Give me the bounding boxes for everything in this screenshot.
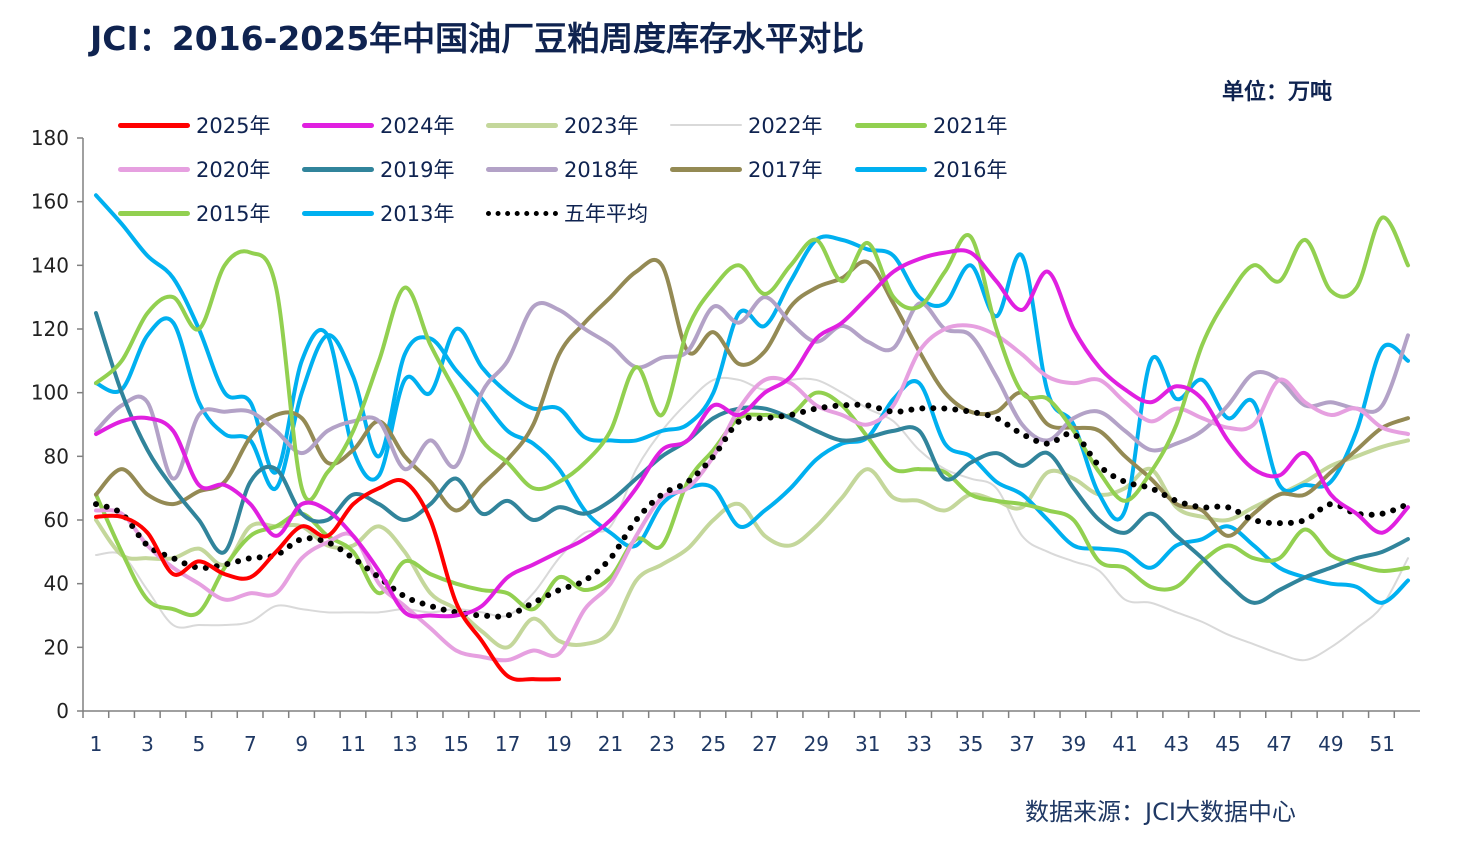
x-tick-label: 27: [752, 732, 777, 756]
series-line-2020: [94, 323, 1410, 663]
legend-label: 2020年: [196, 158, 271, 182]
legend-item: 2024年: [302, 110, 454, 140]
legend-item: 2019年: [302, 154, 454, 184]
legend-swatch: [302, 210, 374, 216]
x-tick-label: 15: [443, 732, 468, 756]
x-tick-label: 45: [1215, 732, 1240, 756]
x-tick-label: 19: [546, 732, 571, 756]
y-tick-label: 180: [31, 126, 69, 150]
legend-item: 2020年: [118, 154, 270, 184]
legend-label: 2016年: [933, 158, 1008, 182]
x-tick-label: 25: [701, 732, 726, 756]
legend-item: 2013年: [302, 198, 454, 228]
x-tick-label: 1: [90, 732, 103, 756]
x-tick-label: 35: [958, 732, 983, 756]
x-tick-label: 11: [341, 732, 366, 756]
legend-item: 2016年: [855, 154, 1007, 184]
legend-swatch: [118, 122, 190, 128]
x-tick-label: 49: [1318, 732, 1343, 756]
legend-item: 2015年: [118, 198, 270, 228]
y-tick-label: 40: [44, 572, 69, 596]
x-tick-label: 5: [193, 732, 206, 756]
source-label: 数据来源：JCI大数据中心: [1025, 798, 1296, 826]
legend-swatch: [670, 124, 742, 126]
legend-swatch: [670, 166, 742, 172]
series-line-2022: [95, 376, 1409, 662]
x-tick-label: 47: [1267, 732, 1292, 756]
x-tick-label: 33: [906, 732, 931, 756]
legend-item: 2022年: [670, 110, 822, 140]
series-line-2018: [94, 295, 1410, 481]
series-line-2025: [94, 478, 562, 682]
x-tick-label: 37: [1009, 732, 1034, 756]
legend-label: 2022年: [748, 114, 823, 138]
x-tick-label: 17: [495, 732, 520, 756]
x-tick-label: 9: [295, 732, 308, 756]
series-line-2021: [94, 215, 1410, 503]
legend-label: 2019年: [380, 158, 455, 182]
legend-swatch: [486, 166, 558, 172]
unit-label: 单位：万吨: [1222, 80, 1333, 105]
y-tick-label: 120: [31, 317, 69, 341]
legend-swatch: [855, 166, 927, 172]
legend-item: 2023年: [486, 110, 638, 140]
x-tick-label: 13: [392, 732, 417, 756]
x-tick-label: 51: [1370, 732, 1395, 756]
legend-label: 2018年: [564, 158, 639, 182]
legend-label: 2017年: [748, 158, 823, 182]
y-tick-label: 140: [31, 253, 69, 277]
y-tick-label: 160: [31, 190, 69, 214]
y-tick-label: 0: [56, 699, 69, 723]
legend-swatch: [855, 122, 927, 128]
legend-label: 2023年: [564, 114, 639, 138]
series-line-2015: [94, 390, 1410, 618]
legend-label: 五年平均: [564, 202, 648, 226]
legend-label: 2021年: [933, 114, 1008, 138]
x-tick-label: 39: [1061, 732, 1086, 756]
chart-title: JCI：2016-2025年中国油厂豆粕周度库存水平对比: [90, 19, 865, 58]
legend-item: 五年平均: [486, 198, 648, 228]
x-tick-label: 3: [141, 732, 154, 756]
legend-item: 2017年: [670, 154, 822, 184]
legend-item: 2018年: [486, 154, 638, 184]
series-line-2016: [94, 193, 1410, 522]
y-tick-label: 100: [31, 381, 69, 405]
x-tick-label: 41: [1112, 732, 1137, 756]
series-line-2023: [94, 438, 1410, 650]
series-line-2024: [94, 248, 1410, 619]
legend-label: 2025年: [196, 114, 271, 138]
y-tick-label: 80: [44, 444, 69, 468]
x-tick-label: 43: [1164, 732, 1189, 756]
legend-label: 2024年: [380, 114, 455, 138]
legend-swatch: [486, 122, 558, 128]
legend-label: 2015年: [196, 202, 271, 226]
x-tick-label: 7: [244, 732, 257, 756]
legend-swatch: [302, 122, 374, 128]
x-tick-label: 29: [804, 732, 829, 756]
x-tick-label: 31: [855, 732, 880, 756]
x-tick-label: 23: [649, 732, 674, 756]
y-tick-label: 20: [44, 635, 69, 659]
legend-item: 2025年: [118, 110, 270, 140]
legend-label: 2013年: [380, 202, 455, 226]
legend-swatch: [302, 166, 374, 172]
y-tick-label: 60: [44, 508, 69, 532]
legend-swatch: [118, 166, 190, 172]
series-line-2019: [94, 311, 1410, 605]
legend-swatch: [486, 210, 558, 216]
legend-item: 2021年: [855, 110, 1007, 140]
x-tick-label: 21: [598, 732, 623, 756]
legend-swatch: [118, 210, 190, 216]
